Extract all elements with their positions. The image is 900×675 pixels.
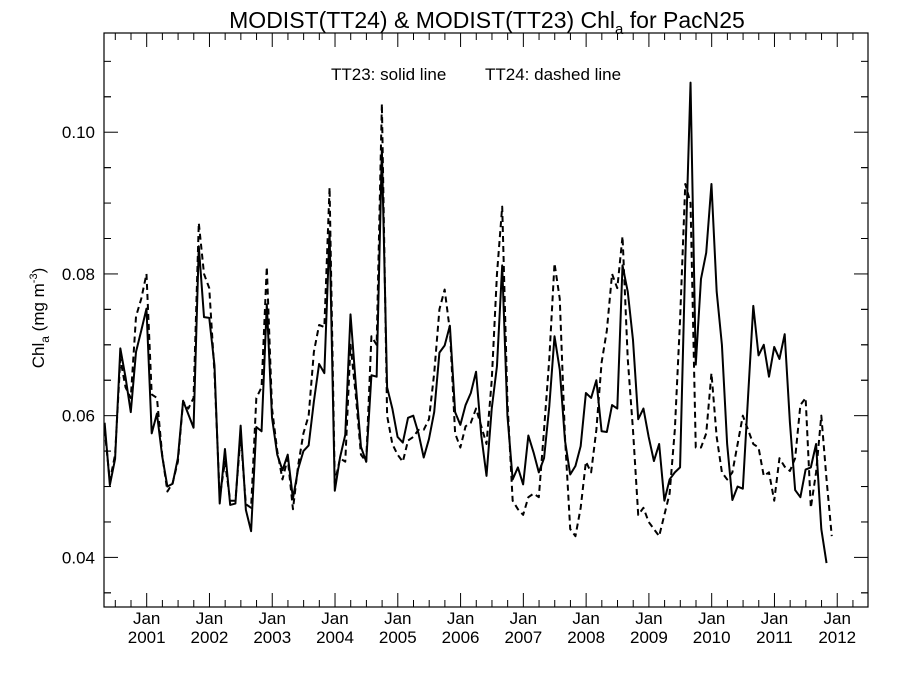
x-axis-ticks: Jan2001Jan2002Jan2003Jan2004Jan2005Jan20… [114, 33, 856, 647]
y-axis-ticks: 0.04 0.06 0.08 0.10 [62, 60, 868, 594]
plot-frame [103, 32, 869, 608]
y-tick-label: 0.08 [62, 265, 95, 284]
x-tick-label-month: Jan [698, 609, 725, 628]
y-tick-label: 0.10 [62, 123, 95, 142]
y-tick-label: 0.06 [62, 407, 95, 426]
x-tick-label-year: 2004 [316, 628, 354, 647]
x-tick-label-year: 2010 [693, 628, 731, 647]
x-tick-label-month: Jan [196, 609, 223, 628]
legend-annotation-dashed: TT24: dashed line [485, 65, 621, 84]
x-tick-label-month: Jan [133, 609, 160, 628]
x-tick-label-year: 2006 [442, 628, 480, 647]
series-line-tt23-solid [103, 81, 828, 564]
x-tick-label-month: Jan [572, 609, 599, 628]
x-tick-label-year: 2007 [504, 628, 542, 647]
x-tick-label-year: 2011 [756, 628, 793, 647]
x-tick-label-year: 2003 [253, 628, 291, 647]
x-tick-label-month: Jan [259, 609, 286, 628]
plot-border [103, 32, 869, 608]
x-tick-label-year: 2009 [630, 628, 668, 647]
x-tick-label-year: 2012 [818, 628, 856, 647]
x-tick-label-month: Jan [384, 609, 411, 628]
x-tick-label-month: Jan [510, 609, 537, 628]
x-tick-label-month: Jan [447, 609, 474, 628]
x-tick-label-year: 2008 [567, 628, 605, 647]
x-tick-label-month: Jan [824, 609, 851, 628]
y-axis-label: Chla (mg m-3) [28, 268, 52, 369]
x-tick-label-year: 2002 [191, 628, 229, 647]
chart-title: MODIST(TT24) & MODIST(TT23) Chla for Pac… [229, 7, 745, 38]
y-tick-label: 0.04 [62, 548, 95, 567]
series-layer [103, 81, 833, 564]
x-tick-label-month: Jan [761, 609, 788, 628]
series-line-tt24-dashed [103, 102, 833, 538]
x-tick-label-year: 2001 [128, 628, 166, 647]
legend-annotation-solid: TT23: solid line [331, 65, 446, 84]
x-tick-label-month: Jan [321, 609, 348, 628]
x-tick-label-year: 2005 [379, 628, 417, 647]
x-tick-label-month: Jan [635, 609, 662, 628]
